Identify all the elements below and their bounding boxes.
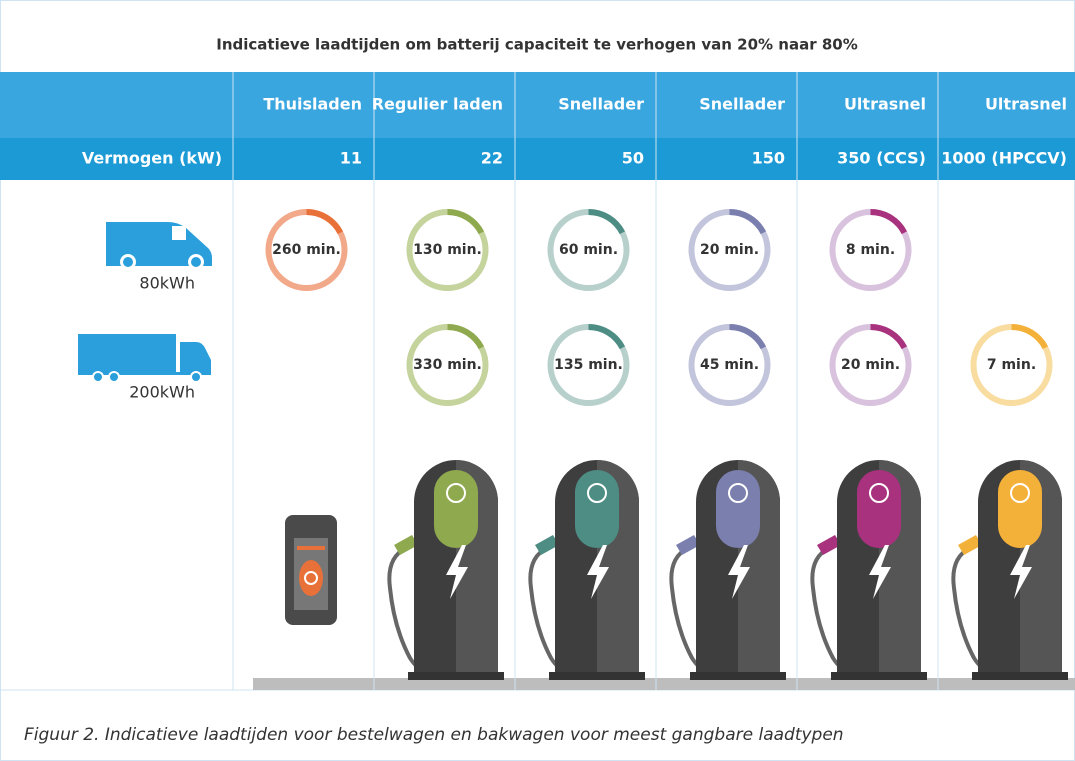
- time-label: 20 min.: [841, 357, 900, 373]
- charger: [951, 460, 1068, 680]
- ground: [253, 678, 1075, 690]
- header-row: [0, 72, 1075, 138]
- column-power: 350 (CCS): [837, 149, 926, 168]
- charger: [285, 515, 337, 625]
- time-ring-accent: [729, 324, 767, 350]
- pillar-screen: [575, 470, 619, 548]
- title: Indicatieve laadtijden om batterij capac…: [216, 36, 858, 54]
- time-ring-accent: [729, 209, 767, 235]
- time-ring-accent: [447, 324, 485, 350]
- bolt: [446, 545, 468, 599]
- plug-icon: [304, 571, 318, 585]
- time-label: 20 min.: [700, 242, 759, 258]
- time-ring-accent: [306, 209, 344, 235]
- nozzle: [676, 535, 700, 555]
- van-icon: [106, 222, 212, 270]
- truck-icon: [78, 334, 211, 383]
- nozzle: [958, 535, 982, 555]
- pillar-base: [690, 672, 786, 680]
- time-label: 135 min.: [554, 357, 623, 373]
- time-label: 8 min.: [846, 242, 895, 258]
- pillar-base: [972, 672, 1068, 680]
- pillar-screen: [434, 470, 478, 548]
- time-label: 45 min.: [700, 357, 759, 373]
- vehicle-label: 80kWh: [139, 274, 195, 293]
- charger: [528, 460, 645, 680]
- time-label: 130 min.: [413, 242, 482, 258]
- pillar-base: [831, 672, 927, 680]
- charger: [387, 460, 504, 680]
- bolt: [869, 545, 891, 599]
- time-ring-accent: [1011, 324, 1049, 350]
- wallbox-plug: [299, 560, 323, 596]
- plug-icon: [728, 483, 748, 503]
- time-ring-accent: [588, 324, 626, 350]
- time-ring-accent: [588, 209, 626, 235]
- pillar-screen: [857, 470, 901, 548]
- pillar-screen: [998, 470, 1042, 548]
- power-label: Vermogen (kW): [82, 149, 222, 168]
- bolt: [728, 545, 750, 599]
- caption: Figuur 2. Indicatieve laadtijden voor be…: [24, 725, 844, 745]
- time-label: 260 min.: [272, 242, 341, 258]
- column-power: 150: [752, 149, 785, 168]
- nozzle: [817, 535, 841, 555]
- plug-icon: [587, 483, 607, 503]
- column-title: Regulier laden: [372, 95, 503, 114]
- column-title: Ultrasnel: [844, 95, 926, 114]
- vehicle-label: 200kWh: [129, 383, 195, 402]
- plug-icon: [869, 483, 889, 503]
- pillar-base: [408, 672, 504, 680]
- column-title: Thuisladen: [263, 95, 362, 114]
- column-title: Snellader: [558, 95, 644, 114]
- power-row: [0, 138, 1075, 180]
- time-ring-accent: [870, 209, 908, 235]
- time-label: 330 min.: [413, 357, 482, 373]
- nozzle: [394, 535, 418, 555]
- column-power: 50: [622, 149, 644, 168]
- pillar-screen: [716, 470, 760, 548]
- wallbox-bar: [297, 546, 325, 550]
- time-ring-accent: [870, 324, 908, 350]
- column-title: Ultrasnel: [985, 95, 1067, 114]
- column-title: Snellader: [699, 95, 785, 114]
- nozzle: [535, 535, 559, 555]
- bolt: [1010, 545, 1032, 599]
- bolt: [587, 545, 609, 599]
- plug-icon: [446, 483, 466, 503]
- plug-icon: [1010, 483, 1030, 503]
- time-label: 7 min.: [987, 357, 1036, 373]
- column-power: 1000 (HPCCV): [941, 149, 1067, 168]
- time-label: 60 min.: [559, 242, 618, 258]
- column-power: 22: [481, 149, 503, 168]
- charger: [810, 460, 927, 680]
- charger: [669, 460, 786, 680]
- pillar-base: [549, 672, 645, 680]
- time-ring-accent: [447, 209, 485, 235]
- column-power: 11: [340, 149, 362, 168]
